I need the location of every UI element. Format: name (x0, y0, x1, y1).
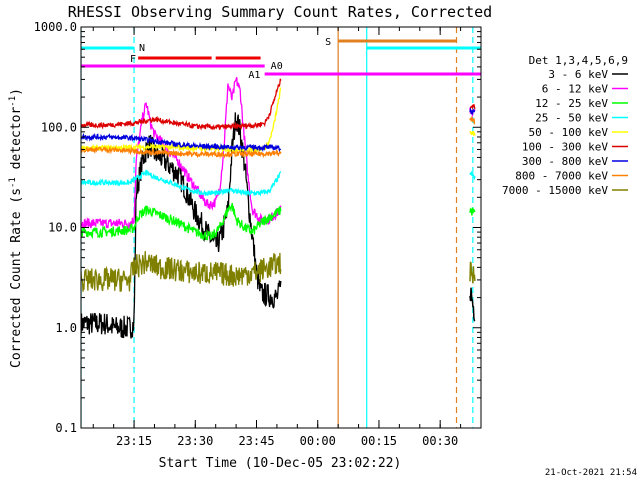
legend-label: 3 - 6 keV (548, 68, 608, 81)
night-flag-label: N (139, 43, 145, 54)
y-tick-label: 10.0 (48, 221, 77, 235)
series-line (81, 251, 282, 292)
plot-area: NF A0 A1 S (81, 27, 481, 428)
y-tick-label: 100.0 (41, 120, 77, 134)
legend-label: 300 - 800 keV (522, 155, 608, 168)
y-axis-label-part-2: detector (9, 107, 24, 178)
series-line-late (469, 116, 476, 125)
legend-title: Det 1,3,4,5,6,9 (529, 54, 628, 67)
series-line-late (469, 107, 476, 115)
series-line (81, 132, 282, 153)
y-axis-label-part-3: ) (9, 88, 24, 96)
y-tick-label: 1000.0 (34, 20, 77, 34)
legend-label: 7000 - 15000 keV (502, 184, 608, 197)
series-line (81, 78, 282, 131)
series-line (81, 145, 282, 159)
legend-label: 25 - 50 keV (535, 112, 608, 125)
series-line-late (469, 130, 476, 137)
series-line-late (469, 287, 476, 322)
series-line (81, 202, 282, 241)
x-tick-label: 23:15 (116, 434, 152, 448)
series-line-late (469, 104, 476, 110)
legend-label: 50 - 100 keV (529, 126, 609, 139)
x-tick-label: 00:00 (300, 434, 336, 448)
attenuator-a0-label: A0 (271, 61, 283, 72)
x-tick-label: 00:15 (361, 434, 397, 448)
flare-flag-label: F (130, 54, 136, 65)
legend-label: 100 - 300 keV (522, 141, 608, 154)
axes: 1000.0 100.0 10.0 1.0 0.1 23:15 23:30 23:45 00:0… (34, 20, 481, 448)
y-tick-label: 0.1 (55, 421, 77, 435)
chart-title: RHESSI Observing Summary Count Rates, Co… (68, 3, 492, 21)
x-tick-label: 23:30 (177, 434, 213, 448)
x-tick-label: 00:30 (422, 434, 458, 448)
saa-flag-label: S (325, 37, 331, 48)
series-line (81, 77, 282, 231)
series-line-late (469, 170, 476, 181)
y-axis-label-sup-1: -1 (8, 177, 18, 188)
y-axis-label-sup-2: -1 (8, 96, 18, 107)
y-tick-label: 1.0 (55, 321, 77, 335)
series-line (81, 169, 282, 197)
x-tick-label: 23:45 (238, 434, 274, 448)
y-axis-label: Corrected Count Rate (s-1 detector-1) (8, 88, 24, 368)
legend-label: 6 - 12 keV (542, 83, 609, 96)
legend-label: 800 - 7000 keV (515, 170, 608, 183)
x-axis-label: Start Time (10-Dec-05 23:02:22) (159, 456, 402, 471)
attenuator-a1-label: A1 (248, 70, 260, 81)
y-axis-label-part-1: Corrected Count Rate (s (9, 188, 24, 368)
timestamp: 21-Oct-2021 21:54 (545, 468, 637, 478)
series-line-late (469, 261, 476, 284)
series-line-late (469, 207, 476, 216)
legend-label: 12 - 25 keV (535, 97, 608, 110)
